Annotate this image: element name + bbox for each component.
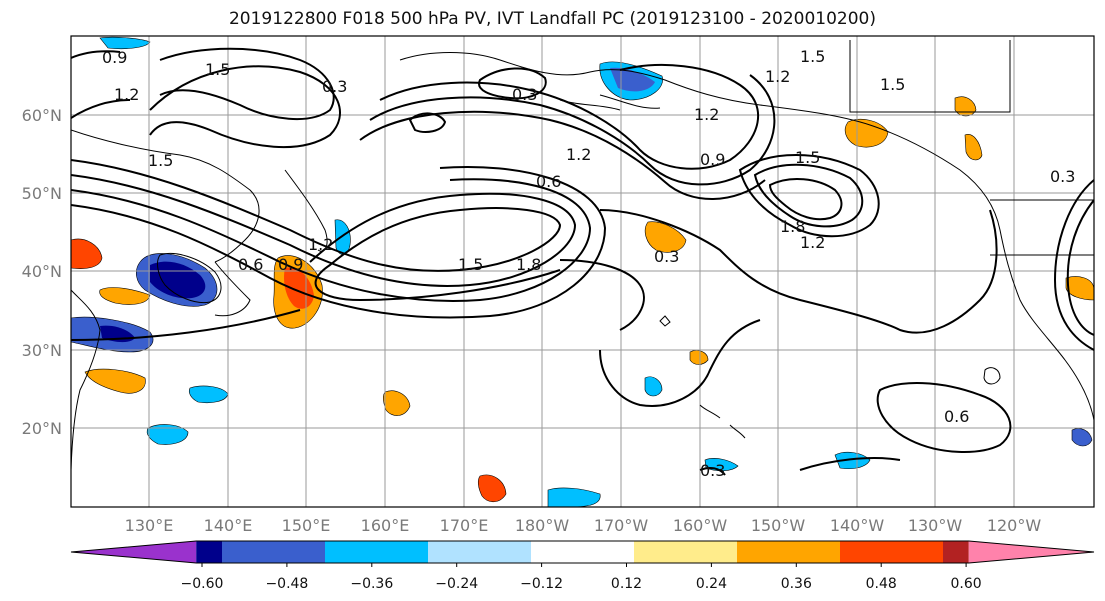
lon-label: 130°E [125,516,174,535]
lat-label: 40°N [22,262,62,281]
lon-label: 140°E [204,516,253,535]
figure-title: 2019122800 F018 500 hPa PV, IVT Landfall… [228,9,876,29]
lat-label: 20°N [22,419,62,438]
negative-patch [834,451,871,470]
colorbar-segment [737,541,840,563]
contour-label: 1.2 [800,233,825,252]
map-frame [70,35,1095,508]
colorbar-tick-label: −0.36 [350,576,393,592]
colorbar-tick-label: −0.60 [181,576,224,592]
contour-label: 0.6 [536,172,561,191]
colorbar-tick-label: 0.48 [866,576,897,592]
lon-label: 180°W [515,516,570,535]
contour-label: 1.2 [308,235,333,254]
colorbar-segment [196,541,222,563]
lon-label: 170°E [440,516,489,535]
lon-label: 150°W [751,516,806,535]
positive-patch [844,119,889,148]
negative-patch [1071,428,1093,447]
positive-patch [71,238,103,269]
lat-label: 60°N [22,106,62,125]
contour-label: 1.8 [516,255,541,274]
colorbar-tick-label: 0.60 [951,576,982,592]
colorbar-extend-min [71,541,197,563]
colorbar-extend-max [968,541,1094,563]
colorbar-tick-label: −0.24 [435,576,478,592]
negative-patch [188,385,229,404]
lon-label: 160°E [361,516,410,535]
colorbar-segment [840,541,943,563]
positive-patch [382,390,411,416]
colorbar-tick-label: −0.12 [520,576,563,592]
contour-label: 0.3 [654,247,679,266]
contour-label: 1.5 [205,60,230,79]
contour-label: 0.3 [1050,167,1075,186]
pv-contours [71,47,1094,476]
contour-label: 0.6 [944,407,969,426]
colorbar-segment [943,541,969,563]
lon-label: 160°W [673,516,728,535]
positive-patch [954,96,977,117]
colorbar-tick-label: 0.12 [611,576,642,592]
colorbar-tick-label: −0.48 [265,576,308,592]
colorbar: −0.60 −0.48 −0.36 −0.24 −0.12 0.12 0.24 0.36 0.4… [70,540,1095,592]
positive-patch [644,221,687,253]
colorbar-segment [531,541,634,563]
contour-label: 1.2 [114,85,139,104]
contour-label: 1.2 [694,105,719,124]
contour-label: 0.6 [238,255,263,274]
lon-label: 140°W [830,516,885,535]
colorbar-segment [428,541,531,563]
lon-label: 150°E [282,516,331,535]
positive-patch [477,474,507,503]
negative-patch [99,36,151,50]
contour-label: 1.5 [880,75,905,94]
lon-label: 120°W [987,516,1042,535]
coastlines [71,40,1094,471]
contour-label: 1.8 [780,217,805,236]
contour-label: 1.5 [795,148,820,167]
positive-patch [99,287,151,305]
colorbar-segment [325,541,428,563]
positive-patch [84,368,146,394]
longitude-labels: 130°E 140°E 150°E 160°E 170°E 180°W 170°… [125,516,1042,535]
contour-labels: 0.9 1.2 1.5 0.3 0.3 1.2 1.5 1.2 1.5 1.5 … [102,47,1075,480]
positive-core [284,267,314,309]
contour-label: 0.9 [700,150,725,169]
colorbar-tick-label: 0.36 [781,576,812,592]
latitude-labels: 60°N 50°N 40°N 30°N 20°N [22,106,62,438]
contour-label: 1.5 [800,47,825,66]
contour-label: 1.2 [765,67,790,86]
contour-label: 0.3 [322,77,347,96]
contour-label: 0.3 [700,461,725,480]
positive-patch [964,134,983,161]
contour-label: 0.9 [102,48,127,67]
contour-label: 1.2 [566,145,591,164]
colorbar-ticks: −0.60 −0.48 −0.36 −0.24 −0.12 0.12 0.24 0.36 0.4… [181,563,982,592]
colorbar-segment [222,541,325,563]
contour-label: 0.9 [278,255,303,274]
colorbar-segment [634,541,737,563]
contour-label: 1.5 [148,151,173,170]
positive-patch [689,350,709,365]
colorbar-outline [70,540,1095,564]
lon-label: 130°W [908,516,963,535]
colorbar-segments [70,540,1095,564]
contour-label: 0.3 [512,85,537,104]
colorbar-tick-label: 0.24 [696,576,727,592]
negative-patch [644,376,663,397]
lat-label: 50°N [22,184,62,203]
lon-label: 170°W [594,516,649,535]
contour-label: 1.5 [458,255,483,274]
lat-label: 30°N [22,341,62,360]
